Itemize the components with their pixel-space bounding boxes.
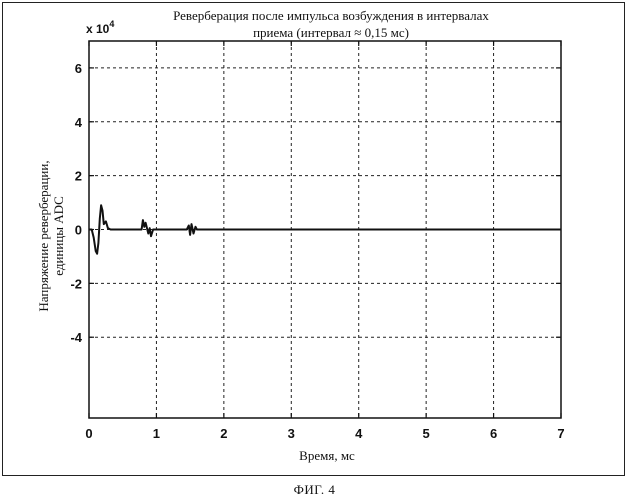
x-tick-label: 7 [557,426,564,441]
figure-caption: ФИГ. 4 [0,482,629,498]
series-layer [89,205,561,253]
y-tick-label: 4 [75,115,83,130]
x-tick-label: 0 [85,426,92,441]
x-tick-label: 4 [355,426,363,441]
y-scale-label: x 104 [86,19,114,36]
y-tick-label: 6 [75,61,82,76]
x-axis-label: Время, мс [299,448,355,463]
y-tick-labels: 6 4 2 0 -2 -4 [70,61,82,345]
y-axis-label-line-1: Напряжение реверберации, [36,160,51,311]
chart-title: Реверберация после импульса возбуждения … [173,8,489,40]
y-tick-label: 2 [75,169,82,184]
chart-title-line-1: Реверберация после импульса возбуждения … [173,8,489,23]
y-axis-label-line-2: единицы ADC [51,196,66,275]
y-axis-label: Напряжение реверберации, единицы ADC [36,160,66,311]
x-tick-label: 3 [288,426,295,441]
y-tick-label: -2 [70,276,82,291]
signal-line [89,205,561,253]
x-tick-label: 2 [220,426,227,441]
y-tick-label: -4 [70,330,82,345]
x-tick-label: 6 [490,426,497,441]
y-tick-label: 0 [75,223,82,238]
reverberation-chart: Реверберация после импульса возбуждения … [0,0,629,476]
chart-title-line-2: приема (интервал ≈ 0,15 мс) [253,25,409,40]
x-tick-label: 5 [423,426,430,441]
x-tick-label: 1 [153,426,160,441]
x-tick-labels: 0 1 2 3 4 5 6 7 [85,426,564,441]
